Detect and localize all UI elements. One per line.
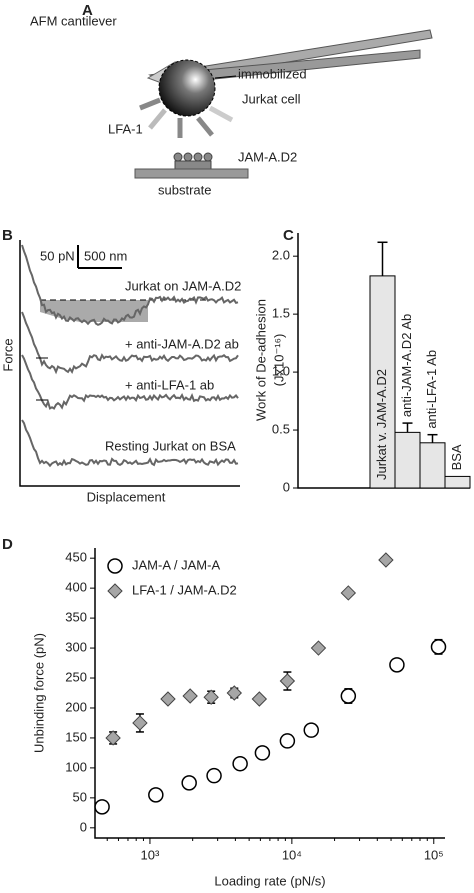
axis-label: Force	[0, 338, 15, 371]
data-point	[279, 673, 296, 689]
data-point	[310, 640, 327, 656]
axis	[94, 548, 445, 839]
force-trace	[21, 244, 239, 326]
bar	[444, 475, 471, 489]
data-point	[206, 767, 222, 784]
data-point	[203, 689, 219, 705]
y-axis-label: Unbinding force (pN)	[31, 633, 46, 753]
x-axis-label: Loading rate (pN/s)	[214, 873, 325, 888]
panel-b: B 50 pN 500 nm Jurkat on JAM-A.D2 + anti…	[0, 227, 241, 504]
panel-label: A	[82, 2, 93, 19]
y-tick-label: 2.0	[272, 248, 290, 263]
data-point	[94, 799, 110, 815]
x-tick-label: 10⁴	[282, 847, 302, 862]
data-point	[254, 745, 271, 761]
trace-label: Resting Jurkat on BSA	[105, 438, 236, 453]
data-point	[232, 755, 248, 772]
scale-label: 500 nm	[84, 248, 127, 263]
annotation: LFA-1	[108, 121, 143, 136]
force-trace	[21, 354, 239, 410]
data-point	[105, 730, 121, 746]
annotation: JAM-A.D2	[238, 149, 297, 164]
annotation: Jurkat cell	[242, 91, 301, 106]
trace-label: Jurkat on JAM-A.D2	[125, 278, 241, 293]
trace-label: + anti-JAM-A.D2 ab	[125, 336, 239, 351]
category-label: anti-JAM-A.D2 Ab	[399, 314, 414, 417]
annotation: substrate	[158, 182, 211, 197]
y-axis-label: (Jx10⁻¹⁶)	[271, 334, 286, 387]
y-tick-label: 150	[65, 729, 87, 744]
bar	[394, 431, 421, 489]
data-point	[181, 775, 197, 791]
y-tick-label: 350	[65, 610, 87, 625]
y-tick-label: 1.5	[272, 306, 290, 321]
data-point	[340, 585, 357, 601]
axis	[19, 240, 240, 487]
legend-marker	[107, 583, 123, 599]
x-tick-label: 10³	[141, 847, 160, 862]
data-point	[160, 691, 176, 707]
annotation: AFM cantilever	[30, 13, 117, 28]
y-tick-label: 300	[65, 639, 87, 654]
y-tick-label: 200	[65, 699, 87, 714]
force-trace	[21, 419, 239, 468]
category-label: Jurkat v. JAM-A.D2	[374, 369, 389, 480]
y-tick-label: 0.5	[272, 421, 290, 436]
data-point	[303, 722, 320, 738]
panel-label: B	[2, 227, 13, 244]
data-point	[389, 657, 405, 673]
panel-a: A AFM cantilever immobilized Jurkat cell…	[30, 2, 433, 197]
substrate-block	[134, 168, 249, 179]
data-point	[251, 691, 268, 707]
data-point	[430, 639, 447, 655]
y-tick-label: 0	[80, 819, 87, 834]
y-tick-label: 400	[65, 580, 87, 595]
panel-label: D	[2, 536, 13, 553]
y-tick-label: 250	[65, 669, 87, 684]
legend-label: JAM-A / JAM-A	[132, 557, 220, 572]
pointer	[214, 75, 237, 79]
legend-marker	[107, 558, 123, 574]
scale-label: 50 pN	[40, 248, 75, 263]
bar	[369, 275, 396, 489]
y-tick-label: 450	[65, 550, 87, 565]
category-label: anti-LFA-1 Ab	[424, 350, 439, 429]
data-point	[148, 787, 164, 803]
force-trace	[21, 311, 239, 375]
y-tick-label: 100	[65, 759, 87, 774]
y-tick-label: 1.0	[272, 364, 290, 379]
receptors	[139, 97, 234, 138]
y-axis-label: Work of De-adhesion	[253, 299, 268, 421]
bar	[419, 442, 446, 489]
x-tick-label: 10⁵	[424, 847, 444, 862]
cell	[158, 59, 216, 117]
trace-label: + anti-LFA-1 ab	[125, 377, 214, 392]
category-label: BSA	[449, 444, 464, 470]
y-tick-label: 0	[283, 479, 290, 494]
data-point	[226, 685, 243, 701]
ligands	[173, 152, 213, 170]
annotation: immobilized	[238, 66, 307, 81]
axis-label: Displacement	[87, 489, 166, 504]
data-point	[182, 688, 198, 704]
y-tick-label: 50	[73, 789, 87, 804]
legend-label: LFA-1 / JAM-A.D2	[132, 582, 237, 597]
panel-label: C	[283, 227, 294, 244]
shaded-area	[40, 300, 148, 322]
data-point	[132, 715, 148, 731]
data-point	[378, 552, 394, 568]
data-point	[279, 733, 296, 749]
data-point	[340, 688, 357, 704]
